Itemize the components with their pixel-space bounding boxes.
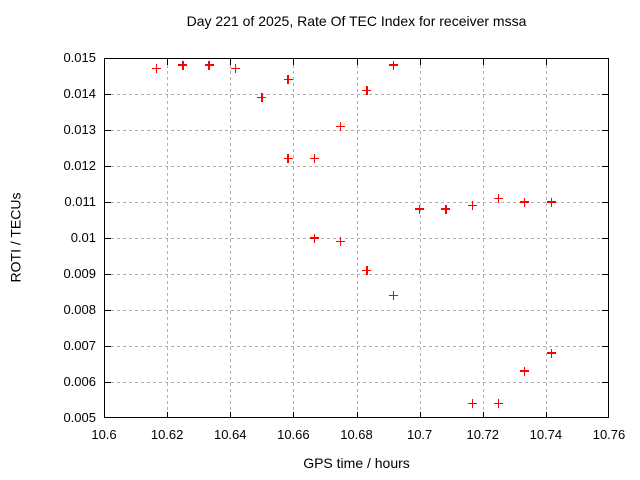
x-tick-mark [545,412,547,418]
x-tick-mark [482,412,484,418]
x-gridline [230,59,232,417]
x-gridline [356,59,358,417]
y-tick-mark [602,94,608,95]
y-tick-label: 0.015 [63,50,96,65]
x-tick-mark [545,59,547,65]
y-tick-mark [105,274,111,275]
x-tick-label: 10.66 [277,427,310,442]
x-tick-label: 10.6 [91,427,117,442]
data-point-marker [415,204,425,214]
y-tick-mark [602,310,608,311]
data-point-marker [283,75,293,85]
y-tick-mark [602,130,608,131]
x-gridline [545,59,547,417]
data-point-marker [467,399,477,409]
x-tick-mark [167,412,169,418]
data-point-marker [204,60,214,70]
data-point-marker [257,93,267,103]
y-tick-label: 0.014 [63,86,96,101]
y-tick-mark [602,346,608,347]
data-point-marker [494,193,504,203]
y-tick-mark [105,130,111,131]
x-tick-mark [356,412,358,418]
y-tick-mark [602,274,608,275]
data-point-marker [520,366,530,376]
x-axis-label: GPS time / hours [303,455,410,471]
data-point-marker [336,237,346,247]
data-point-marker [310,233,320,243]
x-tick-mark [167,59,169,65]
x-tick-mark [419,412,421,418]
y-tick-label: 0.009 [63,266,96,281]
x-gridline [293,59,295,417]
y-tick-label: 0.012 [63,158,96,173]
y-tick-mark [105,346,111,347]
y-tick-mark [105,166,111,167]
data-point-marker [152,64,162,74]
y-tick-mark [602,202,608,203]
y-tick-label: 0.006 [63,374,96,389]
y-tick-mark [105,94,111,95]
y-tick-label: 0.008 [63,302,96,317]
x-tick-label: 10.62 [150,427,184,442]
data-point-marker [178,60,188,70]
x-gridline [167,59,169,417]
x-tick-mark [419,59,421,65]
data-point-marker [362,85,372,95]
data-point-marker [546,348,556,358]
x-tick-mark [293,412,295,418]
x-gridline [419,59,421,417]
data-point-marker [283,154,293,164]
y-tick-mark [105,382,111,383]
y-tick-label: 0.005 [63,410,96,425]
x-tick-label: 10.76 [592,427,626,442]
data-point-marker [520,197,530,207]
data-point-marker [546,197,556,207]
x-tick-mark [230,59,232,65]
data-point-marker [494,399,504,409]
x-tick-label: 10.64 [213,427,247,442]
x-gridline [482,59,484,417]
y-tick-label: 0.013 [63,122,96,137]
data-point-marker [388,60,398,70]
data-point-marker [441,204,451,214]
y-tick-label: 0.011 [64,194,96,209]
data-point-marker [231,64,241,74]
data-point-marker [362,265,372,275]
data-point-marker [388,291,398,301]
x-tick-label: 10.7 [406,427,433,442]
x-tick-mark [482,59,484,65]
data-point-marker [310,154,320,164]
y-tick-mark [105,310,111,311]
x-tick-mark [356,59,358,65]
x-tick-mark [293,59,295,65]
x-tick-label: 10.74 [529,427,563,442]
y-tick-label: 0.007 [63,338,96,353]
y-tick-mark [105,238,111,239]
y-tick-mark [105,202,111,203]
x-tick-label: 10.72 [466,427,500,442]
y-tick-mark [602,382,608,383]
x-tick-mark [230,412,232,418]
y-tick-mark [602,166,608,167]
data-point-marker [336,121,346,131]
x-tick-label: 10.68 [340,427,373,442]
chart-title: Day 221 of 2025, Rate Of TEC Index for r… [186,13,527,29]
data-point-marker [467,201,477,211]
y-tick-mark [602,238,608,239]
y-tick-label: 0.01 [70,230,96,245]
